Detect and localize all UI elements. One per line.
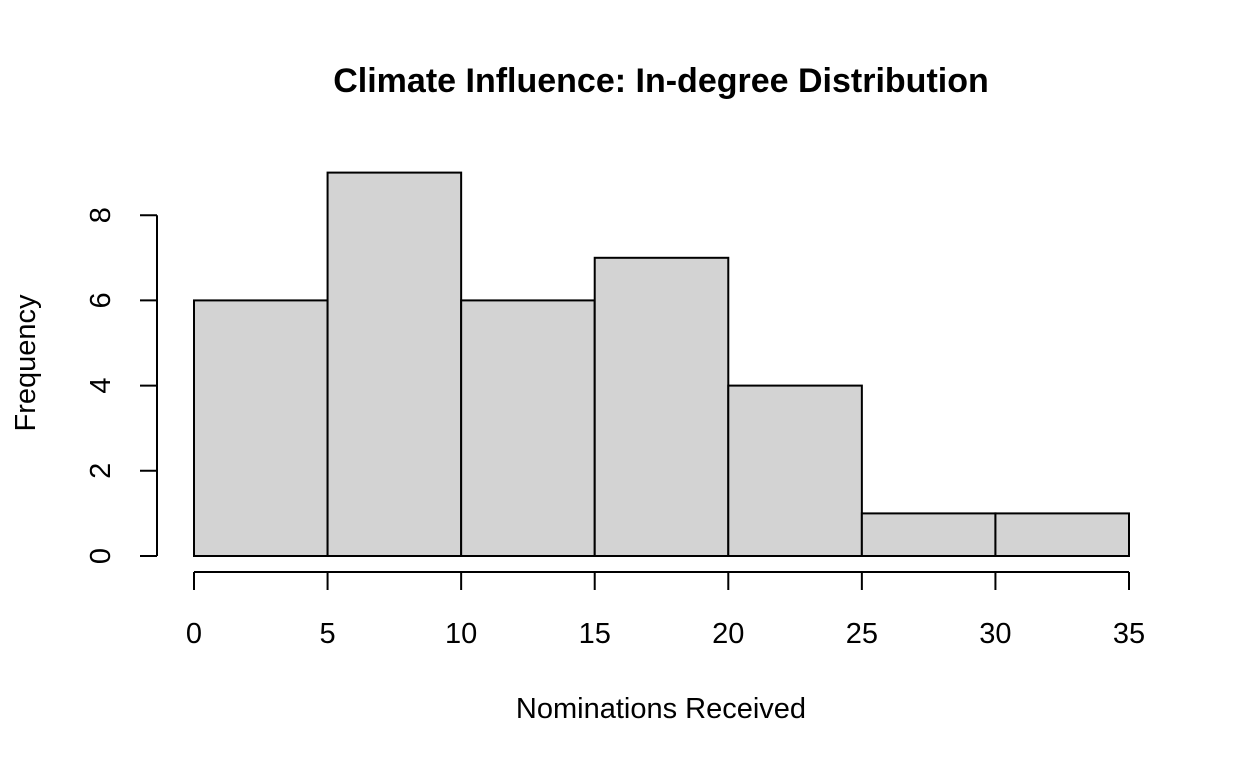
histogram-bar-0-5 [193,299,329,557]
x-tick-label: 20 [712,618,744,650]
y-axis: 0 2 4 6 8 [85,207,158,564]
y-tick-label: 4 [85,378,117,394]
histogram-bar-15-20 [593,256,730,557]
x-tick-label: 25 [846,618,878,650]
histogram-bar-30-35 [994,512,1131,558]
y-tick-label: 2 [85,463,117,479]
histogram-bar-25-30 [860,512,997,558]
y-tick-label: 6 [85,292,117,308]
histogram-bar-20-25 [727,384,863,557]
x-axis: 0 5 10 15 20 25 30 35 [186,571,1145,650]
y-tick-label: 0 [85,548,117,564]
x-tick-label: 10 [445,618,477,650]
x-tick-label: 5 [320,618,336,650]
x-tick-label: 0 [186,618,202,650]
y-axis-title: Frequency [10,294,42,432]
x-tick-label: 30 [979,618,1011,650]
x-tick-label: 35 [1113,618,1145,650]
x-tick-label: 15 [579,618,611,650]
y-tick-label: 8 [85,207,117,223]
histogram-bar-5-10 [326,171,463,557]
chart-title: Climate Influence: In-degree Distributio… [333,62,989,100]
x-axis-title: Nominations Received [516,693,806,725]
histogram-bar-10-15 [460,299,596,557]
bars-group [193,171,1131,558]
